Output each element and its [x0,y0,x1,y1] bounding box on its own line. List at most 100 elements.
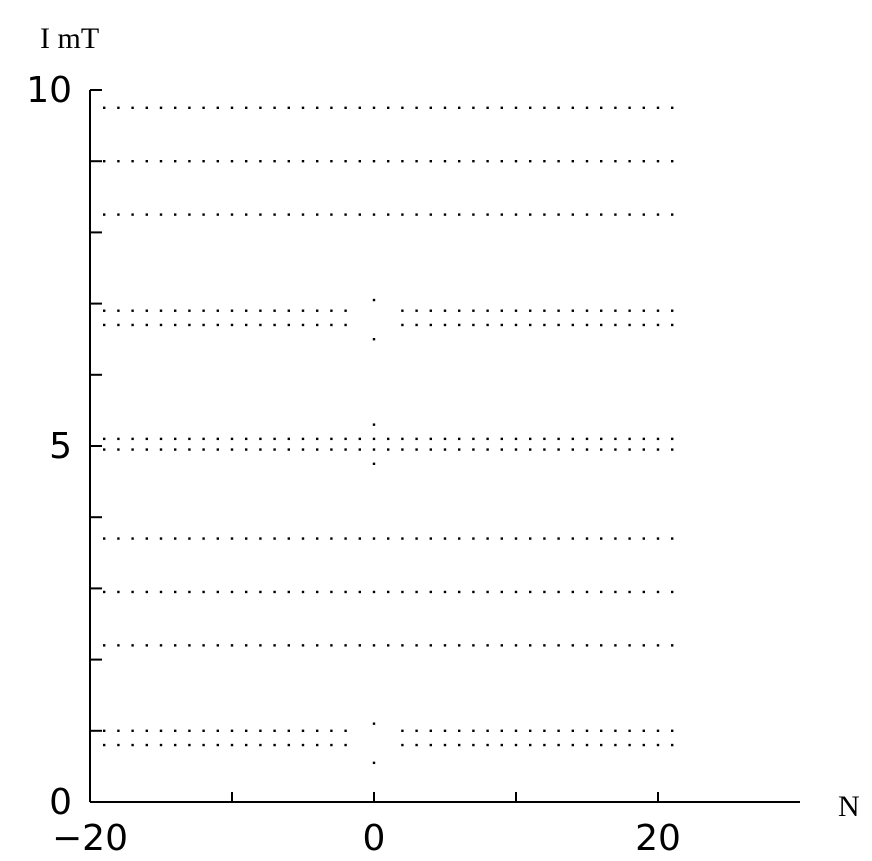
data-point [571,537,574,540]
data-point [401,323,404,327]
data-point [443,309,447,312]
data-point [117,106,120,109]
data-point [443,437,447,441]
data-point [600,437,603,441]
data-point [571,743,574,747]
data-point [543,213,546,216]
data-point [188,729,191,732]
data-point [174,537,177,540]
data-point [543,106,546,109]
data-point [131,590,134,594]
data-point [642,437,645,441]
data-point [344,743,347,747]
data-point [600,448,603,451]
data-point [230,448,234,451]
data-point [245,448,248,451]
data-point [131,160,134,163]
data-point [103,448,106,451]
data-point [131,437,134,441]
data-point [330,309,333,312]
data-point [415,644,418,647]
data-point [671,644,674,647]
data-point [656,448,660,451]
data-point [245,160,248,163]
data-point [429,537,432,540]
data-point [500,437,503,441]
data-point [301,309,305,312]
data-point [131,729,134,732]
data-point [216,213,219,216]
data-point [188,448,191,451]
data-point [230,437,234,441]
data-point [415,309,418,312]
data-point [443,729,447,732]
data-point [628,590,631,594]
data-point [145,448,148,451]
data-point [174,323,177,327]
data-point [159,743,163,747]
data-point [103,309,106,312]
data-point [671,437,674,441]
data-point [514,729,518,732]
data-point [600,160,603,163]
data-point [472,729,475,732]
data-point [316,729,319,732]
data-point [642,590,645,594]
data-point [671,309,674,312]
data-point [514,309,518,312]
data-point [202,323,205,327]
data-point [159,106,163,109]
data-point [486,729,489,732]
data-point [216,644,219,647]
data-point [458,644,461,647]
data-point [287,213,290,216]
data-point [316,160,319,163]
data-point [600,590,603,594]
data-point [585,729,589,732]
data-point [188,437,191,441]
data-point [301,323,305,327]
data-point [600,743,603,747]
data-point [301,743,305,747]
x-tick-label: 0 [363,818,386,859]
data-point [628,743,631,747]
y-tick-label: 0 [49,782,72,823]
data-point [273,743,276,747]
data-point [330,160,333,163]
data-point [585,106,589,109]
data-point [514,743,518,747]
data-point [557,309,560,312]
data-point [103,437,106,441]
data-point [202,437,205,441]
data-point [344,309,347,312]
data-point [614,213,617,216]
data-point [429,448,432,451]
data-point [571,590,574,594]
data-point [372,722,376,725]
data-point [344,729,347,732]
data-point [514,448,518,451]
data-point [571,160,574,163]
x-tick-label: −20 [52,818,128,859]
data-point [103,106,106,109]
data-point [230,160,234,163]
data-point [642,537,645,540]
data-point [117,160,120,163]
data-point [443,106,447,109]
data-point [230,729,234,732]
data-point [656,309,660,312]
data-point [585,160,589,163]
data-point [103,644,106,647]
data-point [543,448,546,451]
data-point [614,729,617,732]
data-point [159,644,163,647]
data-point [500,729,503,732]
data-point [159,448,163,451]
data-point [159,590,163,594]
data-point [259,160,262,163]
data-point [330,323,333,327]
data-point [145,729,148,732]
data-point [429,213,432,216]
data-point [287,160,290,163]
data-point [387,106,390,109]
